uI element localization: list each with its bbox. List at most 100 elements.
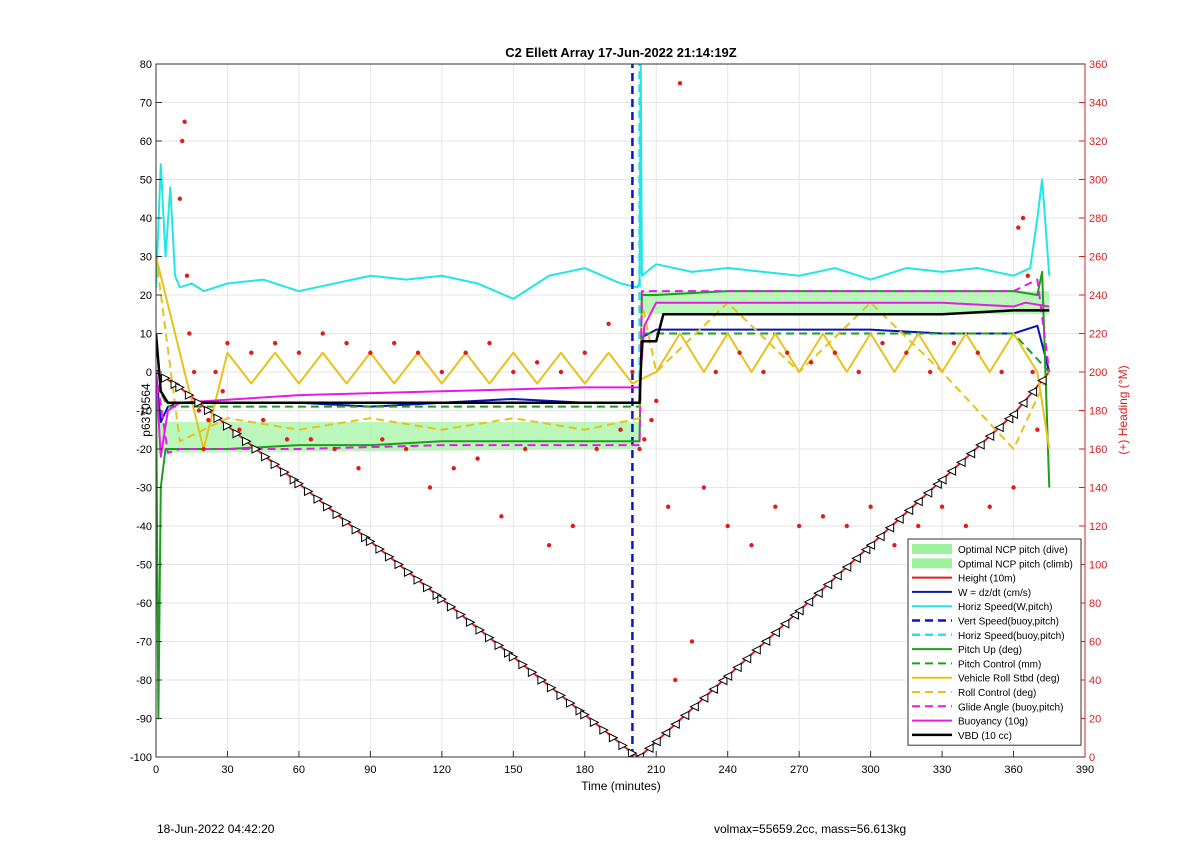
heading-point	[284, 437, 290, 442]
heading-point	[463, 350, 468, 355]
x-tick-label: 330	[933, 764, 951, 776]
y-tick-label-right: 200	[1089, 367, 1107, 379]
heading-point	[916, 523, 921, 529]
height-marker	[975, 440, 985, 450]
y-tick-label-left: -10	[136, 406, 152, 418]
heading-point	[511, 369, 516, 375]
height-marker	[770, 627, 780, 638]
height-marker	[1027, 386, 1038, 397]
height-marker	[1008, 409, 1019, 420]
series-vbd-10-cc	[156, 309, 1050, 405]
heading-point	[206, 417, 211, 423]
height-marker	[1003, 413, 1014, 424]
legend-label: Optimal NCP pitch (climb)	[958, 559, 1073, 570]
heading-point	[737, 350, 742, 355]
height-marker	[965, 448, 976, 459]
height-marker	[936, 474, 947, 485]
height-marker	[660, 728, 671, 738]
height-marker	[170, 379, 181, 390]
heading-point	[427, 485, 433, 490]
heading-point	[820, 514, 826, 519]
height-marker	[634, 752, 645, 757]
legend-label: Pitch Control (mm)	[958, 659, 1041, 670]
series-vehicle-roll-stbd-deg	[156, 256, 1051, 450]
heading-point	[1016, 225, 1021, 230]
height-marker	[375, 544, 386, 554]
height-marker	[1017, 398, 1028, 408]
y-tick-label-left: -80	[136, 675, 152, 687]
height-marker	[384, 551, 395, 562]
x-tick-label: 390	[1076, 764, 1094, 776]
height-marker	[794, 605, 804, 616]
heading-point	[749, 543, 754, 548]
y-tick-label-left: 30	[140, 252, 152, 264]
height-marker	[465, 617, 476, 628]
series-horiz-speed-w-pitch	[156, 64, 1051, 300]
height-marker	[932, 479, 942, 489]
x-tick-label: 60	[293, 764, 305, 776]
height-marker	[484, 632, 495, 643]
y-tick-label-right: 300	[1089, 175, 1107, 187]
axes: 0 30 60 90 120 150 180 210 240 270 300 330 360 390-10…	[130, 59, 1107, 776]
height-marker	[608, 732, 619, 743]
heading-point	[963, 523, 969, 529]
heading-points	[177, 81, 1040, 683]
height-marker	[803, 597, 814, 607]
height-marker	[504, 648, 514, 658]
height-marker	[708, 684, 718, 695]
heading-point	[534, 360, 540, 365]
heading-point	[725, 523, 730, 529]
y-tick-label-right: 260	[1089, 252, 1107, 264]
y-tick-label-left: -50	[136, 560, 152, 572]
heading-point	[196, 408, 202, 413]
heading-point	[403, 446, 409, 452]
y-axis-label-left: p6370564	[139, 383, 153, 437]
x-tick-label: 300	[861, 764, 879, 776]
y-tick-label-left: -90	[136, 714, 152, 726]
height-marker	[789, 610, 799, 620]
height-marker	[741, 653, 752, 664]
x-tick-label: 120	[433, 764, 451, 776]
height-marker	[913, 496, 923, 507]
heading-point	[499, 514, 504, 519]
height-marker	[161, 373, 171, 383]
heading-point	[987, 504, 992, 509]
height-marker	[537, 675, 548, 685]
y-tick-label-right: 40	[1089, 675, 1101, 687]
height-marker	[365, 536, 376, 547]
heading-point	[665, 504, 671, 509]
height-marker	[813, 588, 823, 599]
y-tick-label-left: 20	[140, 290, 152, 302]
x-tick-label: 30	[221, 764, 233, 776]
heading-point	[832, 350, 838, 355]
height-marker	[508, 652, 519, 662]
y-tick-label-right: 360	[1089, 59, 1107, 71]
height-marker	[851, 553, 861, 564]
height-marker	[875, 531, 885, 542]
heading-point	[296, 350, 302, 355]
height-marker	[884, 522, 895, 533]
height-marker	[627, 748, 638, 757]
height-marker	[289, 474, 300, 485]
height-marker	[175, 382, 185, 393]
height-marker	[213, 413, 224, 424]
height-marker	[184, 390, 195, 400]
height-marker	[865, 540, 876, 551]
y-tick-label-right: 160	[1089, 444, 1107, 456]
height-marker	[332, 509, 343, 520]
y-tick-label-left: 0	[146, 367, 152, 379]
height-marker	[494, 640, 505, 651]
heading-point	[1030, 369, 1035, 375]
heading-point	[677, 81, 683, 86]
heading-point	[487, 340, 492, 346]
heading-point	[713, 369, 718, 375]
height-marker	[779, 618, 790, 629]
legend: Optimal NCP pitch (dive) Optimal NCP pitc…	[907, 538, 1082, 746]
height-marker	[546, 682, 557, 693]
series-roll-control-deg	[156, 256, 1051, 450]
height-marker	[313, 494, 324, 504]
heading-point	[344, 340, 349, 346]
height-marker	[323, 501, 333, 512]
heading-point	[187, 331, 192, 336]
heading-point	[618, 427, 623, 432]
